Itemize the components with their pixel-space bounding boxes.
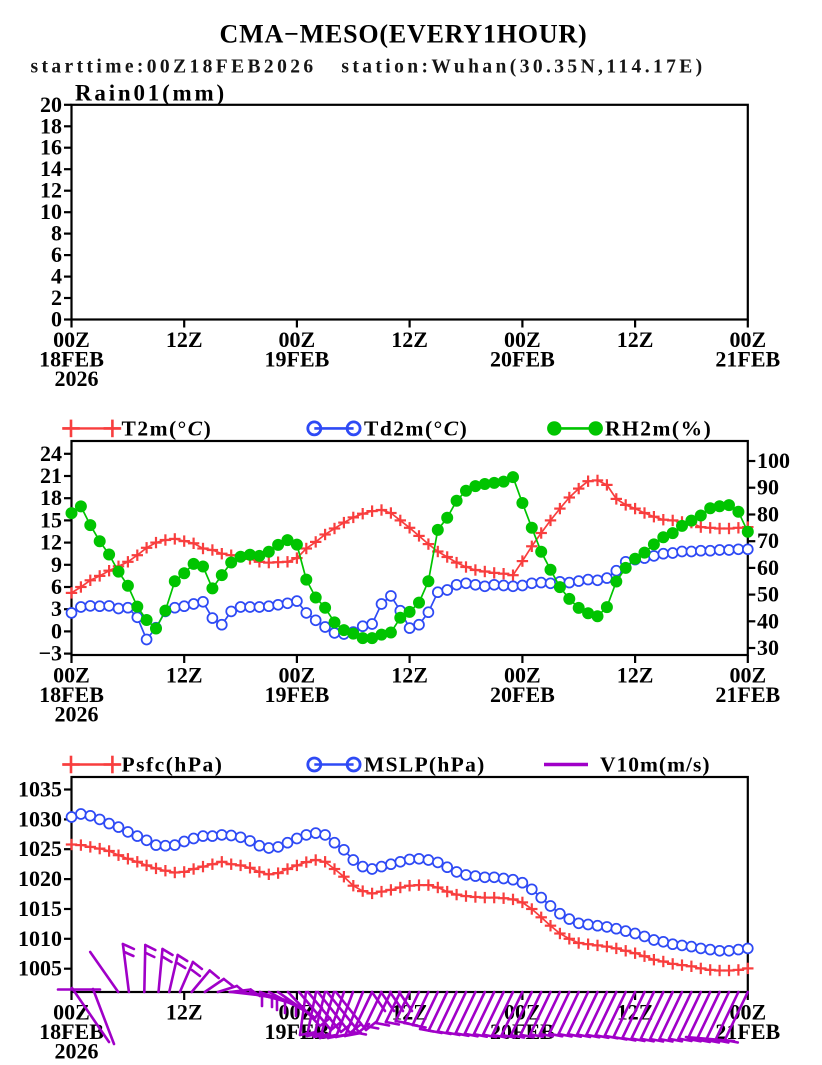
svg-text:100: 100 <box>757 448 790 473</box>
svg-text:18: 18 <box>40 485 62 510</box>
svg-text:1005: 1005 <box>18 956 62 981</box>
svg-text:3: 3 <box>51 596 62 621</box>
svg-text:12Z: 12Z <box>391 327 428 352</box>
svg-text:12: 12 <box>40 178 62 203</box>
svg-text:8: 8 <box>51 221 62 246</box>
svg-text:T2m(°C): T2m(°C) <box>122 417 213 441</box>
svg-text:4: 4 <box>51 264 62 289</box>
svg-text:60: 60 <box>757 555 779 580</box>
svg-text:12Z: 12Z <box>166 1000 203 1025</box>
svg-text:16: 16 <box>40 135 62 160</box>
svg-text:12Z: 12Z <box>166 327 203 352</box>
svg-text:18FEB: 18FEB <box>39 682 104 707</box>
svg-text:18FEB: 18FEB <box>39 1019 104 1044</box>
svg-text:2026: 2026 <box>55 366 99 391</box>
svg-text:00Z: 00Z <box>729 663 766 688</box>
svg-text:00Z: 00Z <box>504 663 541 688</box>
svg-text:6: 6 <box>51 242 62 267</box>
svg-text:12Z: 12Z <box>391 663 428 688</box>
svg-text:1035: 1035 <box>18 777 62 802</box>
svg-text:19FEB: 19FEB <box>265 682 330 707</box>
svg-text:40: 40 <box>757 608 779 633</box>
svg-text:2026: 2026 <box>55 1039 99 1064</box>
svg-text:70: 70 <box>757 528 779 553</box>
svg-text:21: 21 <box>40 463 62 488</box>
svg-text:1010: 1010 <box>18 926 62 951</box>
svg-text:00Z: 00Z <box>729 327 766 352</box>
svg-text:18: 18 <box>40 113 62 138</box>
svg-text:20: 20 <box>40 92 62 117</box>
svg-text:0: 0 <box>51 307 62 332</box>
svg-text:−3: −3 <box>38 641 62 666</box>
svg-text:00Z: 00Z <box>279 663 316 688</box>
svg-text:00Z: 00Z <box>279 327 316 352</box>
svg-text:24: 24 <box>40 441 62 466</box>
svg-text:12: 12 <box>40 530 62 555</box>
svg-text:starttime:00Z18FEB2026 stati: starttime:00Z18FEB2026 station:Wuhan(30.… <box>31 57 706 78</box>
svg-text:00Z: 00Z <box>53 327 90 352</box>
svg-text:19FEB: 19FEB <box>265 347 330 372</box>
svg-text:2026: 2026 <box>55 702 99 727</box>
svg-text:20FEB: 20FEB <box>490 682 555 707</box>
svg-text:21FEB: 21FEB <box>715 682 780 707</box>
svg-text:1020: 1020 <box>18 866 62 891</box>
svg-text:19FEB: 19FEB <box>265 1019 330 1044</box>
svg-text:50: 50 <box>757 582 779 607</box>
svg-text:80: 80 <box>757 502 779 527</box>
svg-text:Td2m(°C): Td2m(°C) <box>364 417 468 441</box>
svg-text:MSLP(hPa): MSLP(hPa) <box>364 753 486 777</box>
svg-text:Psfc(hPa): Psfc(hPa) <box>122 753 224 777</box>
svg-text:00Z: 00Z <box>53 663 90 688</box>
svg-text:1030: 1030 <box>18 806 62 831</box>
svg-text:90: 90 <box>757 475 779 500</box>
svg-text:10: 10 <box>40 199 62 224</box>
svg-text:12Z: 12Z <box>166 663 203 688</box>
svg-text:RH2m(%): RH2m(%) <box>605 417 712 441</box>
svg-text:1015: 1015 <box>18 896 62 921</box>
svg-text:14: 14 <box>40 156 62 181</box>
svg-text:15: 15 <box>40 507 62 532</box>
svg-text:Rain01(mm): Rain01(mm) <box>75 81 227 106</box>
svg-text:12Z: 12Z <box>617 663 654 688</box>
svg-text:CMA−MESO(EVERY1HOUR): CMA−MESO(EVERY1HOUR) <box>220 20 588 49</box>
svg-text:0: 0 <box>51 618 62 643</box>
svg-text:12Z: 12Z <box>617 327 654 352</box>
svg-text:6: 6 <box>51 574 62 599</box>
svg-text:2: 2 <box>51 285 62 310</box>
svg-text:00Z: 00Z <box>504 327 541 352</box>
svg-text:20FEB: 20FEB <box>490 347 555 372</box>
svg-text:1025: 1025 <box>18 836 62 861</box>
svg-text:30: 30 <box>757 635 779 660</box>
svg-text:9: 9 <box>51 552 62 577</box>
svg-text:18FEB: 18FEB <box>39 347 104 372</box>
svg-text:V10m(m/s): V10m(m/s) <box>600 753 711 777</box>
svg-text:21FEB: 21FEB <box>715 347 780 372</box>
